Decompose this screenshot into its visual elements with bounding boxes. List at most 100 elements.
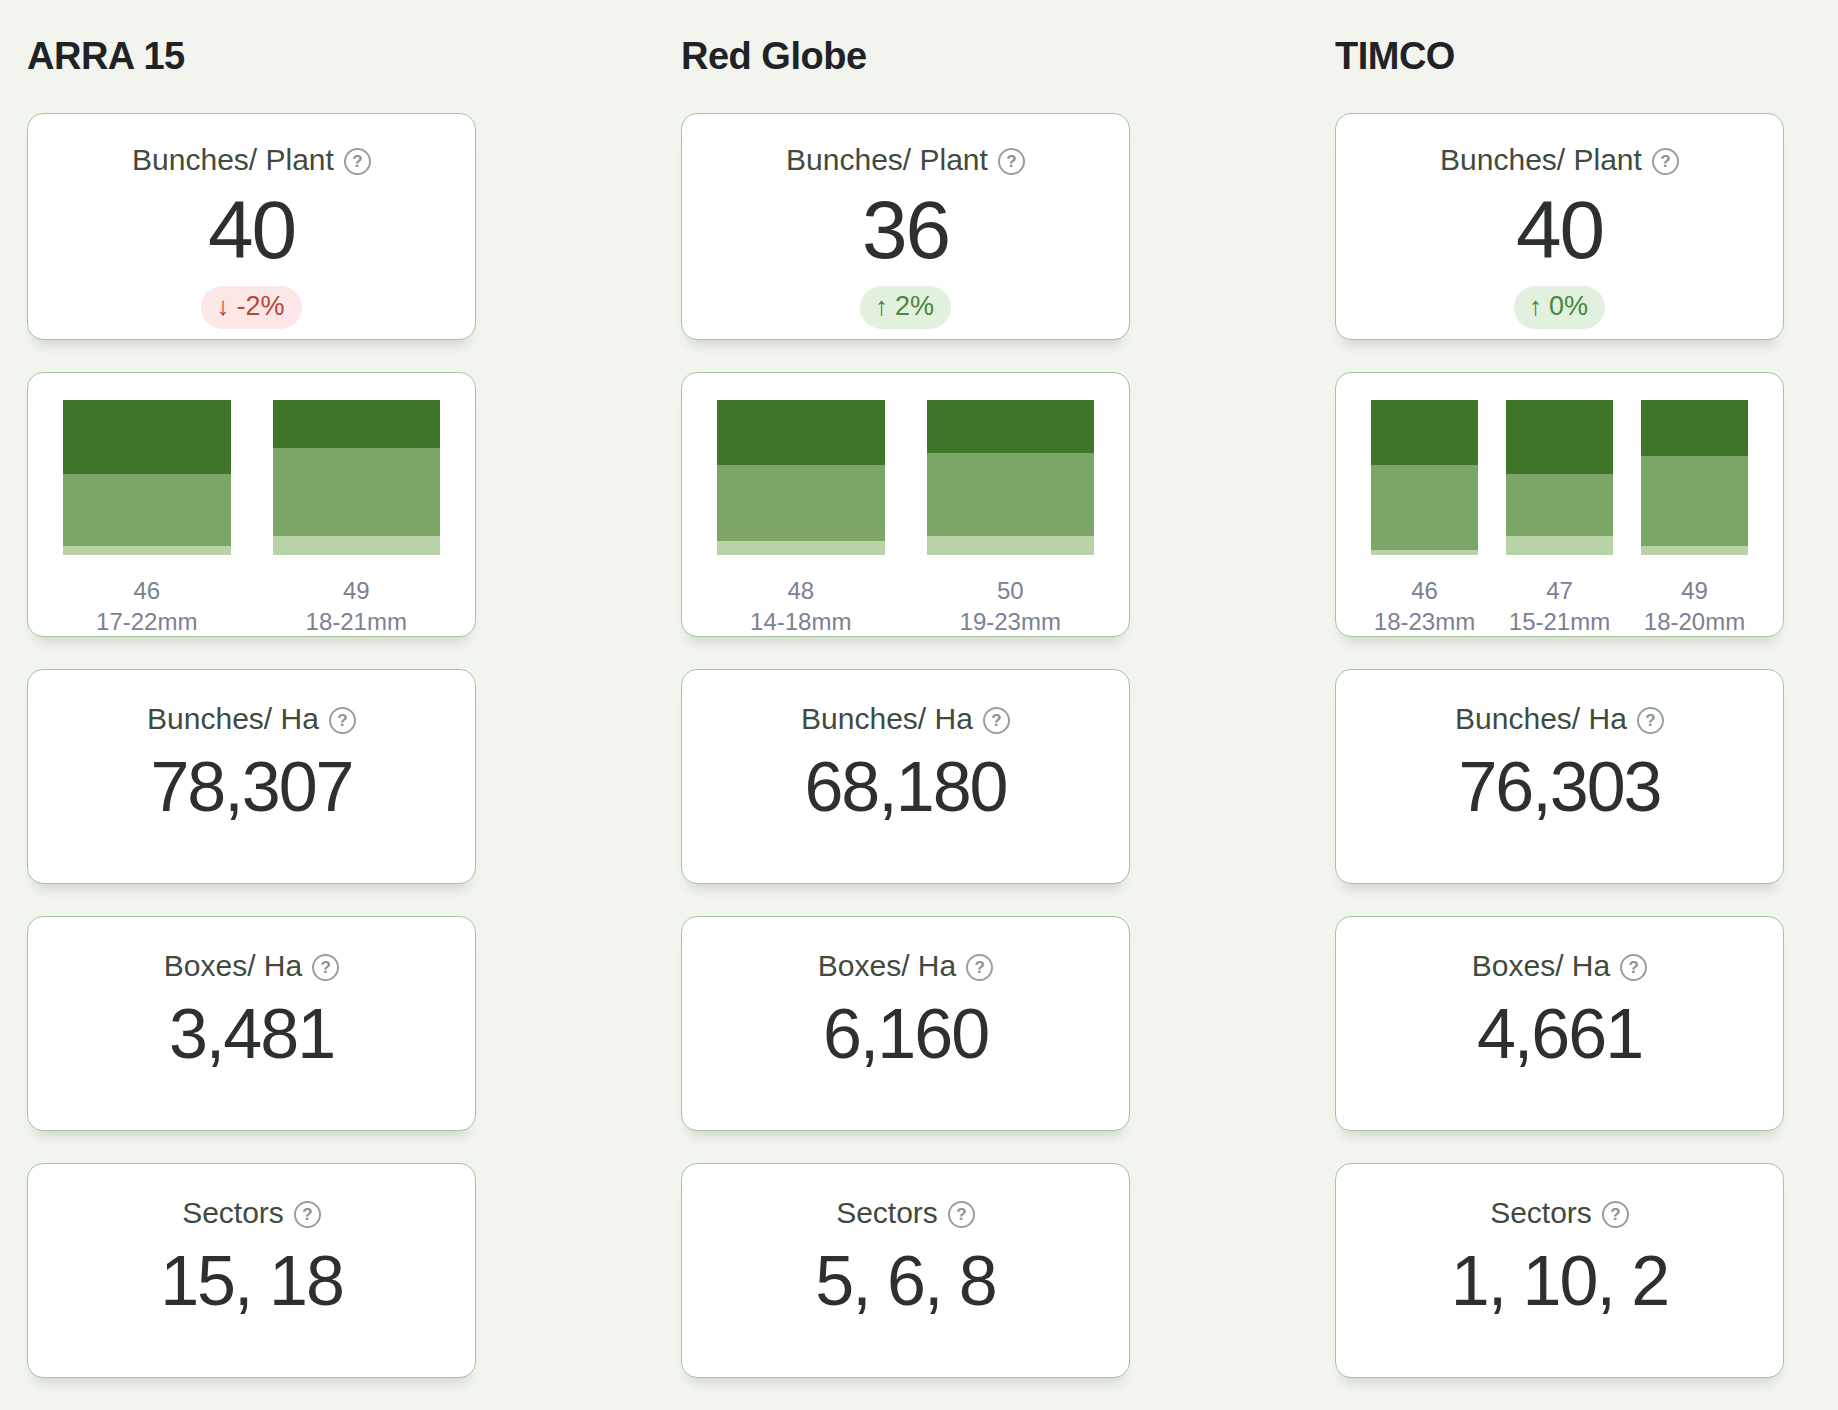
metric-value: 15, 18 [28,1246,475,1316]
variety-title: Red Globe [681,32,1130,80]
bar-segment-light [1506,536,1613,555]
bar-segment-medium [63,474,231,545]
metric-label: Bunches/ Plant [786,143,988,177]
bar-segment-light [1371,550,1478,555]
bar-size-range: 18-23mm [1374,606,1475,637]
bar-size-range: 19-23mm [960,606,1061,637]
stacked-bar [63,400,231,555]
help-icon[interactable]: ? [1620,954,1647,981]
help-icon[interactable]: ? [294,1201,321,1228]
variety-column-timco: TIMCO Bunches/ Plant ? 40 ↑ 0% 4618-23mm… [1335,32,1784,1410]
stacked-bar [1641,400,1748,555]
bar-segment-dark [1506,400,1613,474]
help-icon[interactable]: ? [312,954,339,981]
metric-label: Boxes/ Ha [164,949,302,983]
help-icon[interactable]: ? [998,148,1025,175]
bar-label: 4618-23mm [1374,575,1475,637]
bar-count: 48 [750,575,851,606]
size-bar: 4618-23mm [1371,400,1478,637]
size-bar: 4918-21mm [273,400,441,637]
help-icon[interactable]: ? [948,1201,975,1228]
change-badge: ↑ 0% [1514,286,1605,329]
bar-segment-light [273,536,441,555]
bar-label: 5019-23mm [960,575,1061,637]
help-icon[interactable]: ? [344,148,371,175]
bunches-per-ha-card: Bunches/ Ha ? 68,180 [681,669,1130,884]
change-badge: ↑ 2% [860,286,951,329]
bar-segment-light [927,536,1095,555]
sectors-card: Sectors ? 1, 10, 2 [1335,1163,1784,1378]
bar-size-range: 18-21mm [306,606,407,637]
metric-value: 76,303 [1336,752,1783,822]
metric-label: Boxes/ Ha [1472,949,1610,983]
metric-label-row: Boxes/ Ha ? [682,947,1129,985]
metric-value: 68,180 [682,752,1129,822]
bunches-per-plant-card: Bunches/ Plant ? 40 ↑ 0% [1335,113,1784,340]
metric-label-row: Sectors ? [682,1194,1129,1232]
metric-label: Boxes/ Ha [818,949,956,983]
stacked-bar [927,400,1095,555]
bar-label: 4918-20mm [1644,575,1745,637]
bar-label: 4918-21mm [306,575,407,637]
metric-label-row: Boxes/ Ha ? [1336,947,1783,985]
size-bar: 4715-21mm [1506,400,1613,637]
metric-value: 5, 6, 8 [682,1246,1129,1316]
metric-value: 78,307 [28,752,475,822]
varieties-dashboard: ARRA 15 Bunches/ Plant ? 40 ↓ -2% 4617-2… [0,0,1838,1410]
metric-label-row: Bunches/ Plant ? [682,141,1129,179]
help-icon[interactable]: ? [329,707,356,734]
bar-count: 49 [306,575,407,606]
trend-arrow-icon: ↑ [1529,291,1542,322]
help-icon[interactable]: ? [1652,148,1679,175]
size-bar: 4617-22mm [63,400,231,637]
metric-label-row: Sectors ? [28,1194,475,1232]
help-icon[interactable]: ? [983,707,1010,734]
metric-value: 6,160 [682,999,1129,1069]
boxes-per-ha-card: Boxes/ Ha ? 6,160 [681,916,1130,1131]
help-icon[interactable]: ? [1602,1201,1629,1228]
bar-segment-medium [1641,456,1748,546]
metric-label: Bunches/ Ha [147,702,319,736]
bar-count: 50 [960,575,1061,606]
bar-count: 47 [1509,575,1610,606]
metric-label: Sectors [182,1196,284,1230]
bar-size-range: 18-20mm [1644,606,1745,637]
metric-label: Bunches/ Ha [801,702,973,736]
size-distribution-chart: 4618-23mm 4715-21mm 4918-20mm [1371,400,1748,637]
sectors-card: Sectors ? 5, 6, 8 [681,1163,1130,1378]
metric-value: 3,481 [28,999,475,1069]
metric-label-row: Bunches/ Ha ? [1336,700,1783,738]
help-icon[interactable]: ? [966,954,993,981]
stacked-bar [717,400,885,555]
help-icon[interactable]: ? [1637,707,1664,734]
bar-segment-medium [1371,465,1478,550]
change-percent: -2% [236,291,284,322]
variety-title: TIMCO [1335,32,1784,80]
bar-segment-dark [273,400,441,448]
bunches-per-plant-card: Bunches/ Plant ? 36 ↑ 2% [681,113,1130,340]
bar-segment-dark [927,400,1095,453]
bar-segment-medium [1506,474,1613,536]
size-bar: 4814-18mm [717,400,885,637]
bunches-per-ha-card: Bunches/ Ha ? 78,307 [27,669,476,884]
bar-size-range: 17-22mm [96,606,197,637]
bar-count: 46 [96,575,197,606]
size-distribution-chart: 4814-18mm 5019-23mm [717,400,1094,637]
metric-label: Bunches/ Ha [1455,702,1627,736]
metric-label: Bunches/ Plant [132,143,334,177]
metric-label-row: Sectors ? [1336,1194,1783,1232]
bunch-size-chart-card: 4617-22mm 4918-21mm [27,372,476,637]
bar-segment-dark [1371,400,1478,465]
metric-label-row: Boxes/ Ha ? [28,947,475,985]
bar-segment-dark [1641,400,1748,456]
change-badge: ↓ -2% [201,286,301,329]
bar-segment-dark [63,400,231,474]
size-bar: 4918-20mm [1641,400,1748,637]
bar-count: 46 [1374,575,1475,606]
stacked-bar [1506,400,1613,555]
metric-value: 40 [1336,189,1783,271]
metric-label: Bunches/ Plant [1440,143,1642,177]
variety-column-arra-15: ARRA 15 Bunches/ Plant ? 40 ↓ -2% 4617-2… [27,32,476,1410]
metric-label-row: Bunches/ Plant ? [1336,141,1783,179]
boxes-per-ha-card: Boxes/ Ha ? 3,481 [27,916,476,1131]
